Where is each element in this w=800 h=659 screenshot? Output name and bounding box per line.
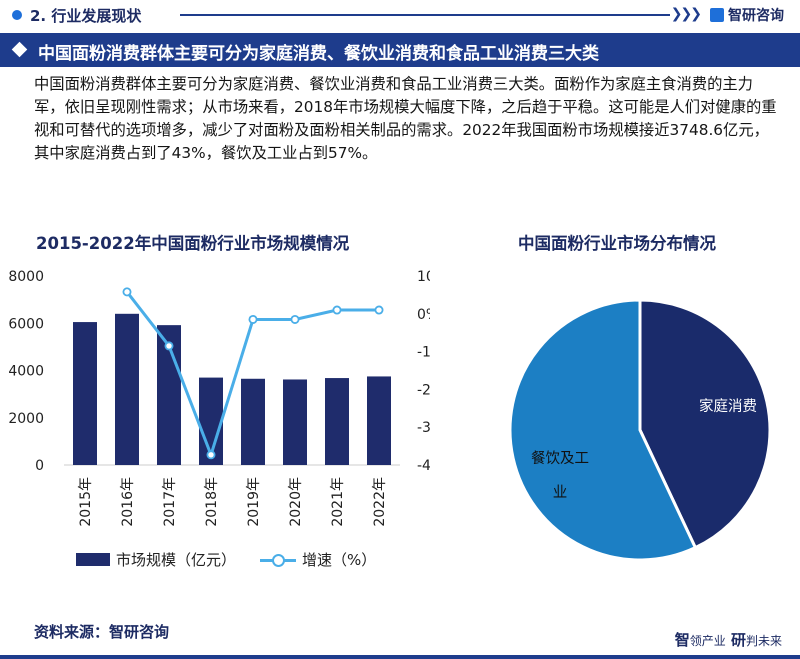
x-tick-label: 2016年 xyxy=(120,477,136,527)
legend-line-swatch xyxy=(260,553,296,567)
bar-market-size xyxy=(73,322,97,465)
y-right-tick-label: -20% xyxy=(417,382,430,398)
brand-logo-icon xyxy=(710,8,724,22)
bar-market-size xyxy=(115,313,139,465)
data-source: 资料来源：智研咨询 xyxy=(34,623,170,641)
chevron-right-icon: ❯❯❯ xyxy=(670,6,702,22)
y-left-tick-label: 2000 xyxy=(8,411,44,427)
y-left-tick-label: 4000 xyxy=(8,364,44,380)
bar-market-size xyxy=(325,378,349,465)
x-tick-label: 2018年 xyxy=(204,477,220,527)
x-tick-label: 2015年 xyxy=(78,477,94,527)
y-right-tick-label: -40% xyxy=(417,458,430,474)
x-tick-label: 2020年 xyxy=(288,477,304,527)
growth-point xyxy=(290,314,300,324)
y-right-tick-label: 10% xyxy=(417,269,430,285)
slogan-a: 智 xyxy=(674,631,690,649)
pie-slice xyxy=(638,298,772,550)
footer-strip xyxy=(0,655,800,659)
bar-market-size xyxy=(367,376,391,465)
header-rule xyxy=(180,14,670,16)
brand-label: 智研咨询 xyxy=(728,8,784,24)
growth-point xyxy=(332,305,342,315)
x-tick-label: 2021年 xyxy=(330,477,346,527)
bar-market-size xyxy=(241,378,265,465)
slogan-d: 判未来 xyxy=(745,634,782,648)
pie-chart-title: 中国面粉行业市场分布情况 xyxy=(518,234,716,253)
intro-paragraph: 中国面粉消费群体主要可分为家庭消费、餐饮业消费和食品工业消费三大类。面粉作为家庭… xyxy=(34,75,777,162)
legend-growth: 增速（%） xyxy=(260,549,376,570)
legend-bar-swatch xyxy=(76,553,110,566)
x-tick-label: 2017年 xyxy=(162,477,178,527)
y-right-tick-label: -10% xyxy=(417,345,430,361)
x-tick-label: 2022年 xyxy=(372,477,388,527)
growth-point xyxy=(374,305,384,315)
y-left-tick-label: 6000 xyxy=(8,316,44,332)
pie-label-food: 餐饮及工业 xyxy=(531,450,589,501)
brand-name: 智研咨询 xyxy=(710,5,784,25)
pie-label-home: 家庭消费 xyxy=(699,398,757,415)
legend-market-size: 市场规模（亿元） xyxy=(76,549,236,570)
x-tick-label: 2019年 xyxy=(246,477,262,527)
legend-market-size-label: 市场规模（亿元） xyxy=(116,551,237,569)
market-size-chart: 0 2000 4000 6000 8000 10% 0% -10% -20% -30% -40% 2… xyxy=(8,269,430,527)
y-left-tick-label: 8000 xyxy=(8,269,44,285)
banner-title: 中国面粉消费群体主要可分为家庭消费、餐饮业消费和食品工业消费三大类 xyxy=(38,44,599,64)
legend-growth-label: 增速（%） xyxy=(302,551,377,569)
diamond-icon xyxy=(11,41,28,58)
slogan: 智领产业 研判未来 xyxy=(675,629,782,650)
title-banner: 中国面粉消费群体主要可分为家庭消费、餐饮业消费和食品工业消费三大类 xyxy=(0,33,800,67)
bar-market-size xyxy=(283,379,307,465)
section-title: 2. 行业发展现状 xyxy=(30,7,142,25)
pie-slice xyxy=(508,298,698,560)
slogan-c: 研 xyxy=(730,631,746,649)
growth-point xyxy=(248,314,258,324)
y-left-tick-label: 0 xyxy=(35,458,44,474)
y-right-tick-label: 0% xyxy=(417,307,430,323)
section-dot-icon xyxy=(12,10,22,20)
growth-point xyxy=(206,450,216,460)
slogan-b: 领产业 xyxy=(689,634,726,648)
bar-chart-title: 2015-2022年中国面粉行业市场规模情况 xyxy=(36,234,350,253)
top-header: 2. 行业发展现状 ❯❯❯ 智研咨询 xyxy=(0,0,800,30)
y-right-tick-label: -30% xyxy=(417,420,430,436)
growth-point xyxy=(122,287,132,297)
growth-point xyxy=(164,341,174,351)
